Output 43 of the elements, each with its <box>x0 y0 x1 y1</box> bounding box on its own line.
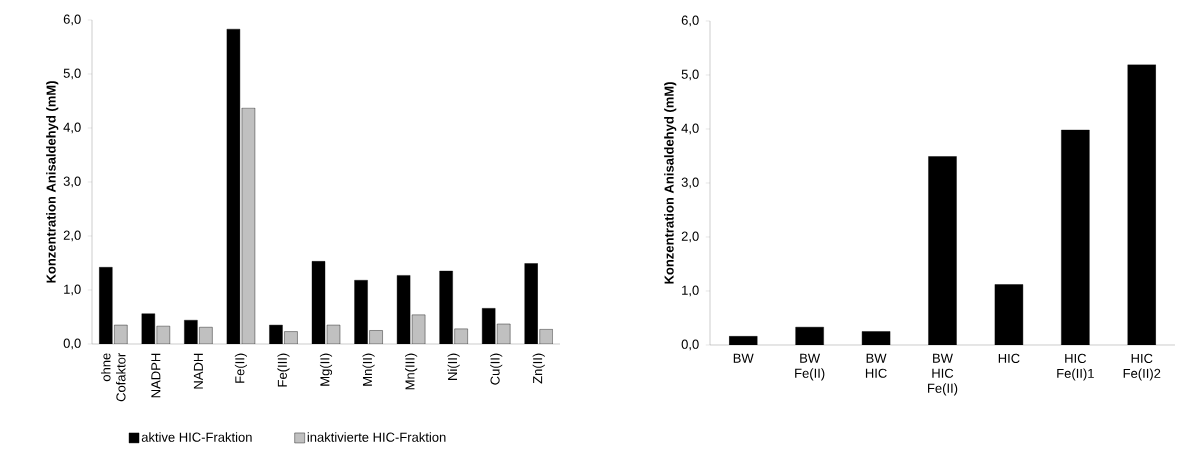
bar <box>1127 64 1156 345</box>
y-tick-label: 3,0 <box>681 177 699 189</box>
x-tick-label: Mg(II) <box>319 353 333 386</box>
x-tick-label: Fe(II) <box>234 353 247 383</box>
x-tick-label: NADPH <box>151 353 161 398</box>
y-tick-label: 5,0 <box>681 69 699 81</box>
y-tick-label: 2,0 <box>681 231 699 243</box>
bar <box>994 284 1024 345</box>
bar <box>861 331 891 345</box>
y-axis-title: Konzentration Anisaldehyd (mM) <box>664 82 677 284</box>
x-tick-label: HIC <box>998 353 1020 363</box>
x-tick-label: Ni(II) <box>447 353 460 380</box>
y-tick-label: 3,0 <box>63 176 81 188</box>
x-tick-label: ohne Cofaktor <box>101 353 126 402</box>
y-tick-label: 0,0 <box>681 339 699 351</box>
x-tick-label: HIC Fe(II)1 <box>1057 353 1094 381</box>
y-axis-title: Konzentration Anisaldehyd (mM) <box>46 81 59 283</box>
y-tick-label: 2,0 <box>63 230 81 242</box>
bar <box>1061 129 1090 345</box>
legend-label: inaktivierte HIC-Fraktion <box>307 432 446 442</box>
x-tick-label: Zn(II) <box>532 353 545 384</box>
bar <box>729 336 758 345</box>
x-tick-label: Fe(III) <box>277 353 290 387</box>
bar <box>928 156 957 345</box>
x-tick-label: BW HIC <box>865 353 887 378</box>
y-tick-label: 1,0 <box>64 284 81 296</box>
y-tick-label: 6,0 <box>63 14 81 26</box>
x-tick-label: Mn(III) <box>405 353 418 390</box>
bar <box>795 326 824 345</box>
y-tick-label: 1,0 <box>682 285 699 297</box>
x-tick-label: NADH <box>193 353 203 389</box>
y-tick-label: 5,0 <box>63 68 81 80</box>
y-tick-label: 6,0 <box>681 15 699 27</box>
y-tick-label: 4,0 <box>63 122 81 134</box>
x-tick-label: Mn(II) <box>362 353 375 386</box>
y-tick-label: 4,0 <box>681 123 699 135</box>
x-tick-label: BW HIC Fe(II) <box>928 353 958 396</box>
x-tick-label: BW <box>733 353 754 363</box>
x-tick-label: BW Fe(II) <box>795 353 825 381</box>
x-tick-label: HIC Fe(II)2 <box>1123 353 1161 381</box>
x-tick-label: Cu(II) <box>490 353 503 385</box>
legend-label: aktive HIC-Fraktion <box>141 432 252 442</box>
y-tick-label: 0,0 <box>63 338 81 350</box>
